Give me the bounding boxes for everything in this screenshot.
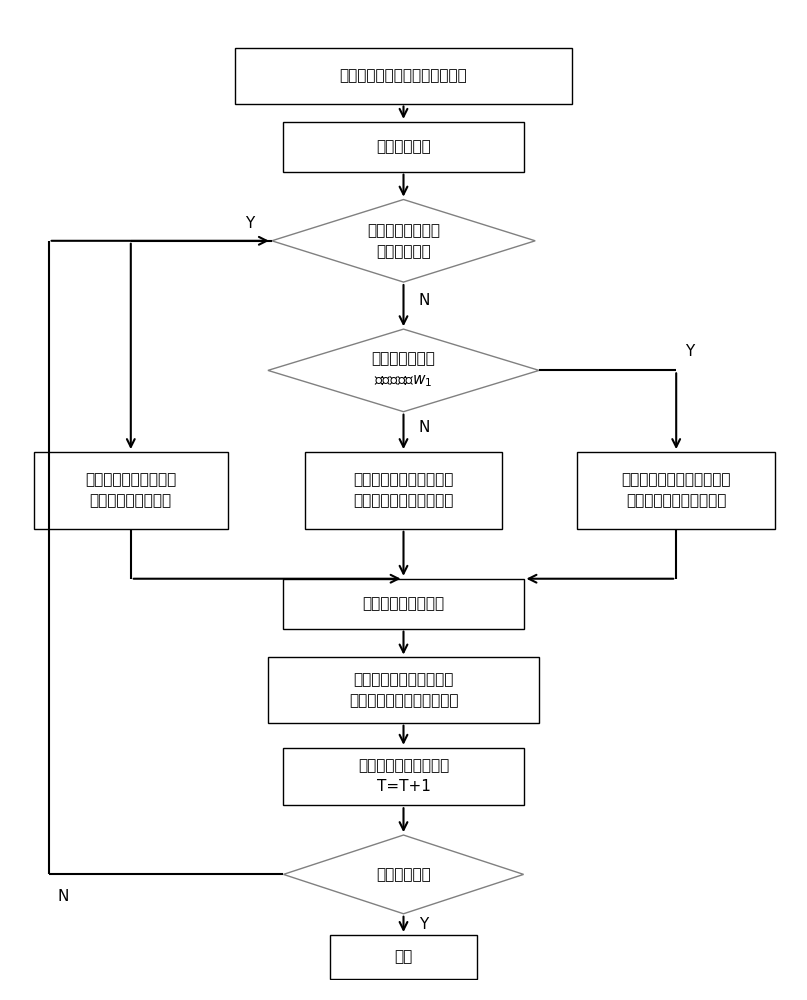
Text: 满足停机条件: 满足停机条件 <box>376 867 431 882</box>
Text: N: N <box>419 420 430 435</box>
Bar <box>283 579 524 629</box>
Polygon shape <box>272 200 535 282</box>
Text: 取过滤器中目标函数値较小
的部分点作为待分割区域: 取过滤器中目标函数値较小 的部分点作为待分割区域 <box>621 472 731 508</box>
Text: 将搜索空间正规化为单位超立方: 将搜索空间正规化为单位超立方 <box>340 68 467 83</box>
Bar <box>305 452 502 529</box>
Bar <box>330 935 477 979</box>
Text: Y: Y <box>245 216 255 231</box>
Bar <box>283 748 524 805</box>
Text: 分割选取出的超立方: 分割选取出的超立方 <box>362 596 445 611</box>
Text: 同步更新相关统计信息
T=T+1: 同步更新相关统计信息 T=T+1 <box>358 758 449 794</box>
Text: 利用分割后新得到的超矩
形，按支配规则更新过滤器: 利用分割后新得到的超矩 形，按支配规则更新过滤器 <box>349 672 458 708</box>
Text: N: N <box>419 293 430 308</box>
Text: 过滤器中点的数目
小于某预设値: 过滤器中点的数目 小于某预设値 <box>367 223 440 259</box>
Polygon shape <box>283 835 524 914</box>
Bar <box>235 48 572 104</box>
Bar <box>34 452 228 529</box>
Text: N: N <box>58 889 69 904</box>
Polygon shape <box>268 329 539 412</box>
Text: 过滤器中的所有点都被
选取作为待分割区域: 过滤器中的所有点都被 选取作为待分割区域 <box>86 472 177 508</box>
Bar <box>578 452 775 529</box>
Bar <box>283 122 524 172</box>
Text: Y: Y <box>419 917 429 932</box>
Bar <box>268 657 539 723</box>
Text: 过滤器中违背度
最小値小于$w_1$: 过滤器中违背度 最小値小于$w_1$ <box>371 352 436 389</box>
Text: 取过滤器中违背度値较小
的部分点作为待分割区域: 取过滤器中违背度値较小 的部分点作为待分割区域 <box>353 472 454 508</box>
Text: Y: Y <box>685 344 695 359</box>
Text: 结束: 结束 <box>395 949 412 964</box>
Text: 初始化过滤器: 初始化过滤器 <box>376 139 431 154</box>
